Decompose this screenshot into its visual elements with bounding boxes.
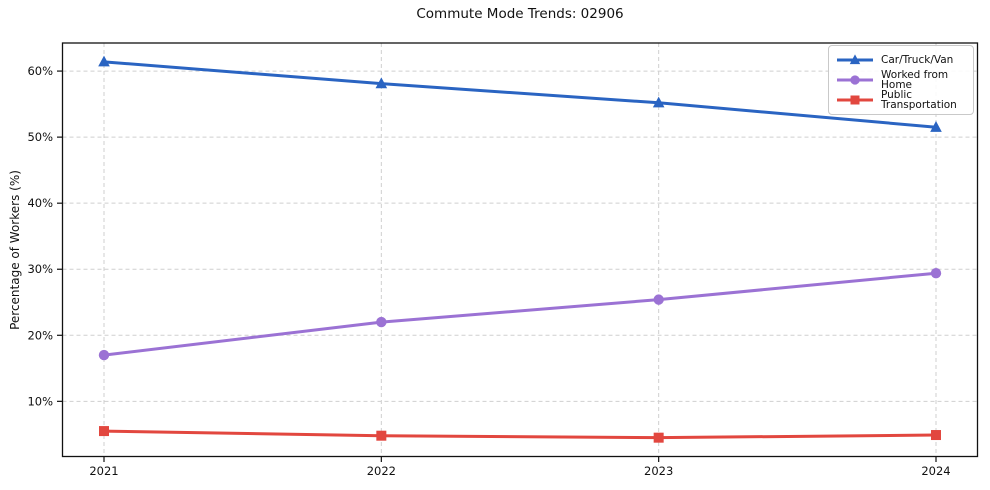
marker-triangle [652, 96, 665, 108]
marker-triangle [930, 121, 942, 132]
x-tick-label: 2022 [367, 464, 396, 478]
chart-title: Commute Mode Trends: 02906 [416, 6, 624, 22]
marker-square [99, 426, 109, 437]
series-car-truck-van [98, 55, 942, 132]
series-public-transportation [99, 426, 941, 443]
x-tick-label: 2023 [644, 464, 673, 478]
marker-square [850, 95, 860, 105]
series-line-public-transportation [102, 429, 938, 440]
marker-circle [653, 294, 664, 305]
legend-item: Car/Truck/Van [836, 51, 966, 69]
plot-border [61, 42, 979, 458]
y-tick-label: 30% [27, 262, 53, 276]
x-tick-label: 2024 [921, 464, 950, 478]
marker-circle [98, 349, 110, 361]
y-axis-label: Percentage of Workers (%) [8, 170, 22, 330]
y-tick-label: 60% [27, 64, 53, 78]
series-worked-from-home [98, 267, 942, 361]
legend-item: Public Transportation [836, 88, 966, 111]
legend-label: Worked from Home [881, 68, 949, 91]
x-tick-label: 2021 [89, 464, 118, 478]
marker-triangle [98, 55, 110, 67]
legend-line-marker-icon [837, 95, 873, 105]
series-line-worked-from-home [102, 271, 938, 357]
legend-line-marker-icon [837, 75, 873, 85]
legend-label: Public Transportation [881, 88, 957, 111]
legend-label: Car/Truck/Van [881, 53, 954, 66]
y-tick-label: 10% [27, 394, 53, 408]
marker-circle [376, 316, 387, 328]
series-line-car-truck-van [102, 60, 938, 129]
marker-square [653, 432, 664, 443]
marker-triangle [375, 77, 388, 89]
y-tick-label: 40% [27, 196, 53, 210]
marker-triangle [849, 54, 861, 65]
y-tick-label: 50% [27, 130, 53, 144]
marker-square [931, 430, 941, 441]
marker-circle [930, 267, 942, 279]
legend: Car/Truck/Van Worked from Home Public Tr… [828, 45, 974, 115]
marker-circle [850, 75, 860, 85]
legend-line-marker-icon [837, 54, 873, 65]
marker-square [376, 430, 387, 441]
y-tick-label: 20% [27, 328, 53, 342]
legend-item: Worked from Home [836, 68, 966, 91]
